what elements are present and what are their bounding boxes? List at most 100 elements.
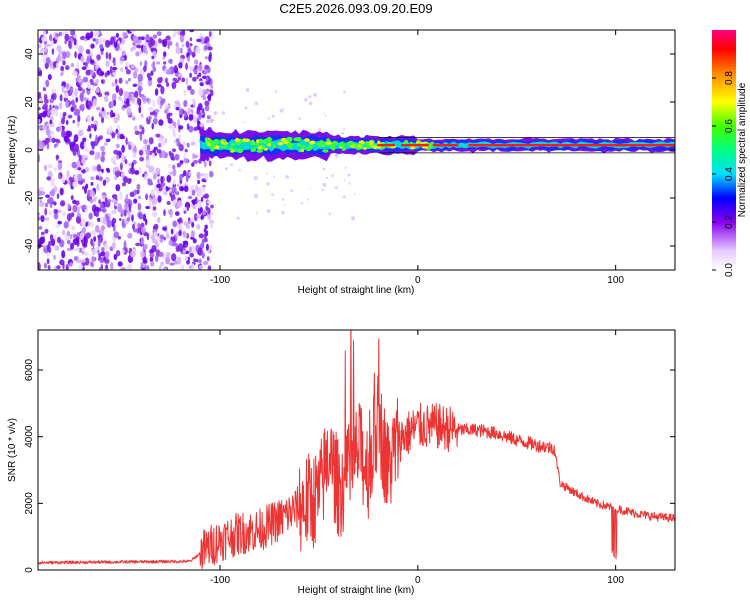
noise-blob [199, 82, 204, 87]
noise-blob [98, 171, 103, 176]
noise-blob [176, 256, 182, 265]
noise-blob [162, 56, 165, 60]
noise-blob [104, 94, 109, 103]
noise-blob [57, 236, 61, 244]
noise-blob [139, 61, 143, 66]
noise-blob [158, 265, 162, 270]
noise-blob [60, 200, 66, 207]
noise-blob [121, 144, 125, 153]
noise-blob [64, 33, 70, 42]
noise-blob [179, 34, 185, 43]
noise-blob [111, 132, 116, 139]
noise-blob [186, 142, 190, 148]
noise-blob [138, 88, 142, 96]
noise-blob [191, 189, 196, 196]
speckle-dot [341, 131, 344, 135]
noise-blob [196, 38, 202, 43]
speckle-dot [322, 182, 327, 187]
signal-blob [282, 140, 289, 144]
noise-blob [78, 247, 83, 253]
noise-blob [46, 43, 52, 48]
noise-blob [192, 238, 197, 244]
noise-blob [100, 71, 105, 76]
signal-blob [360, 140, 365, 145]
noise-blob [208, 54, 212, 62]
noise-blob [116, 131, 120, 140]
noise-blob [191, 222, 195, 228]
noise-blob [185, 62, 189, 71]
noise-blob [48, 196, 54, 204]
noise-blob [69, 233, 73, 240]
noise-blob [50, 94, 55, 100]
noise-blob [78, 129, 84, 137]
speckle-dot [224, 167, 228, 171]
noise-blob [127, 209, 130, 216]
noise-blob [142, 213, 147, 222]
noise-blob [68, 139, 71, 145]
noise-blob [209, 170, 214, 178]
noise-blob [74, 88, 78, 97]
noise-blob [128, 77, 131, 82]
signal-blob [228, 146, 234, 151]
signal-blob [360, 145, 364, 150]
noise-blob [152, 201, 156, 206]
noise-blob [191, 230, 195, 238]
noise-blob [49, 34, 53, 42]
noise-blob [118, 77, 123, 84]
noise-blob [120, 267, 126, 270]
noise-blob [85, 32, 91, 40]
noise-blob [99, 43, 104, 50]
noise-blob [124, 159, 128, 165]
noise-blob [155, 255, 159, 263]
noise-blob [199, 207, 203, 213]
noise-blob [197, 188, 202, 196]
noise-blob [165, 35, 171, 41]
noise-blob [127, 264, 131, 270]
noise-blob [85, 183, 89, 190]
noise-blob [101, 151, 106, 157]
speckle-dot [331, 174, 334, 178]
signal-blob [368, 145, 372, 148]
noise-blob [156, 31, 162, 36]
noise-blob [58, 102, 63, 110]
speckle-dot [308, 101, 313, 106]
noise-blob [175, 42, 179, 48]
noise-blob [191, 245, 197, 254]
noise-blob [124, 91, 130, 96]
noise-blob [207, 46, 213, 51]
noise-blob [175, 191, 180, 196]
noise-blob [193, 258, 197, 263]
noise-blob [183, 206, 187, 211]
noise-blob [49, 98, 54, 104]
noise-blob [104, 39, 111, 48]
noise-blob [194, 196, 198, 205]
noise-blob [137, 223, 141, 229]
noise-blob [45, 194, 50, 198]
noise-blob [136, 44, 142, 49]
noise-blob [124, 62, 130, 67]
speckle-dot [266, 182, 270, 186]
noise-blob [96, 183, 100, 191]
noise-blob [171, 148, 177, 153]
noise-blob [112, 241, 116, 250]
noise-blob [38, 97, 44, 105]
noise-blob [132, 45, 136, 51]
noise-blob [154, 88, 159, 96]
noise-blob [166, 82, 170, 87]
noise-blob [128, 112, 133, 116]
noise-blob [145, 218, 148, 226]
noise-blob [72, 181, 78, 188]
noise-blob [82, 97, 88, 101]
noise-blob [210, 204, 214, 209]
noise-blob [134, 90, 139, 99]
noise-blob [79, 141, 85, 150]
noise-blob [77, 167, 82, 171]
noise-blob [42, 87, 47, 92]
noise-blob [119, 47, 122, 52]
noise-blob [150, 261, 155, 267]
noise-blob [110, 36, 115, 45]
noise-blob [166, 174, 172, 183]
noise-blob [121, 171, 125, 177]
noise-blob [72, 233, 78, 239]
noise-blob [207, 265, 212, 270]
